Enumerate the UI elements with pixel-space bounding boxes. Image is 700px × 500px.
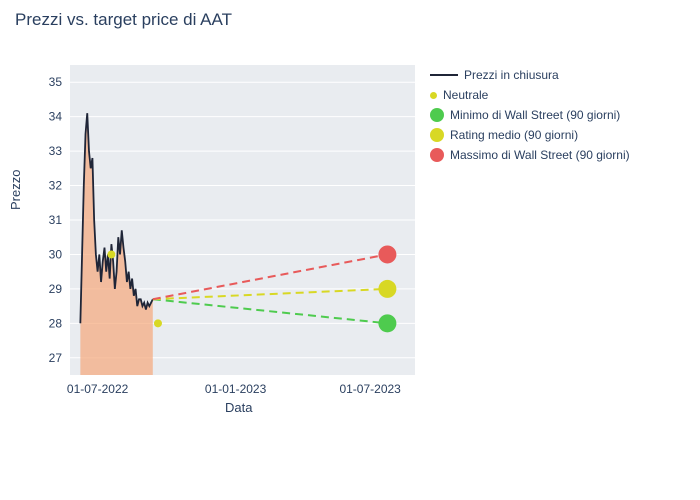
legend-label: Prezzi in chiusura xyxy=(464,68,559,82)
svg-text:34: 34 xyxy=(49,110,63,124)
chart-plot-area: 272829303132333435 01-07-202201-01-20230… xyxy=(70,65,415,375)
svg-text:01-01-2023: 01-01-2023 xyxy=(205,382,267,396)
svg-text:01-07-2023: 01-07-2023 xyxy=(339,382,401,396)
svg-text:27: 27 xyxy=(49,351,63,365)
target-max-marker xyxy=(378,245,396,263)
legend-item-price[interactable]: Prezzi in chiusura xyxy=(430,65,630,85)
y-axis-label: Prezzo xyxy=(8,170,23,210)
svg-text:01-07-2022: 01-07-2022 xyxy=(67,382,129,396)
svg-text:28: 28 xyxy=(49,316,63,330)
legend-item-max[interactable]: Massimo di Wall Street (90 giorni) xyxy=(430,145,630,165)
legend-label: Minimo di Wall Street (90 giorni) xyxy=(450,108,620,122)
legend-item-mid[interactable]: Rating medio (90 giorni) xyxy=(430,125,630,145)
svg-text:29: 29 xyxy=(49,282,63,296)
legend-dot-icon xyxy=(430,128,444,142)
legend-label: Rating medio (90 giorni) xyxy=(450,128,578,142)
svg-text:30: 30 xyxy=(49,247,63,261)
legend-item-neutral[interactable]: Neutrale xyxy=(430,85,630,105)
legend-dot-icon xyxy=(430,92,437,99)
chart-title: Prezzi vs. target price di AAT xyxy=(15,10,232,30)
svg-text:35: 35 xyxy=(49,75,63,89)
x-ticks: 01-07-2022 01-01-2023 01-07-2023 xyxy=(67,382,401,396)
svg-text:31: 31 xyxy=(49,213,63,227)
legend-item-min[interactable]: Minimo di Wall Street (90 giorni) xyxy=(430,105,630,125)
legend-line-icon xyxy=(430,74,458,76)
x-axis-label: Data xyxy=(225,400,252,415)
chart-svg: 272829303132333435 01-07-202201-01-20230… xyxy=(70,65,415,375)
legend: Prezzi in chiusura Neutrale Minimo di Wa… xyxy=(430,65,630,165)
target-mid-marker xyxy=(378,280,396,298)
legend-label: Massimo di Wall Street (90 giorni) xyxy=(450,148,630,162)
legend-dot-icon xyxy=(430,108,444,122)
target-min-marker xyxy=(378,314,396,332)
legend-dot-icon xyxy=(430,148,444,162)
svg-text:32: 32 xyxy=(49,179,63,193)
legend-label: Neutrale xyxy=(443,88,488,102)
svg-text:33: 33 xyxy=(49,144,63,158)
